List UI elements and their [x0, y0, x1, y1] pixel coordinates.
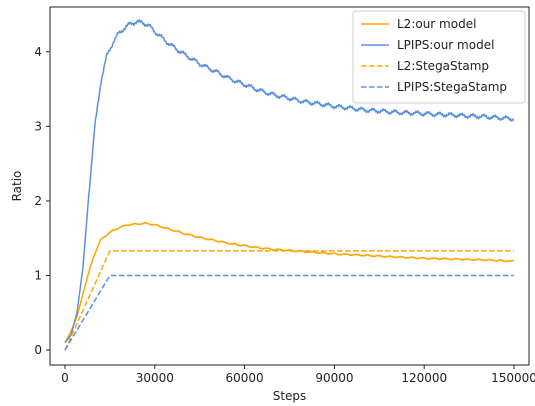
- legend-label: LPIPS:StegaStamp: [397, 80, 507, 94]
- y-tick-label: 0: [34, 343, 42, 357]
- x-tick-label: 90000: [315, 371, 353, 385]
- series-line: [64, 250, 515, 351]
- y-tick-label: 3: [34, 119, 42, 133]
- y-tick-label: 4: [34, 45, 42, 59]
- series-layer: [64, 19, 515, 351]
- y-tick-label: 2: [34, 194, 42, 208]
- x-tick-label: 30000: [136, 371, 174, 385]
- plot-frame: [49, 6, 530, 366]
- legend-box: [352, 10, 526, 104]
- legend-label: LPIPS:our model: [397, 38, 494, 52]
- legend-label: L2:StegaStamp: [397, 59, 489, 73]
- series-line: [64, 274, 515, 351]
- x-tick-label: 0: [61, 371, 69, 385]
- x-tick-label: 60000: [226, 371, 264, 385]
- x-axis-label: Steps: [273, 389, 307, 403]
- y-axis: 0 1 2 3 4: [34, 45, 50, 357]
- series-line: [64, 19, 515, 344]
- x-axis: 0 30000 60000 90000 120000 150000: [61, 365, 535, 385]
- x-tick-label: 150000: [491, 371, 535, 385]
- legend-label: L2:our model: [397, 17, 476, 31]
- x-tick-label: 120000: [401, 371, 447, 385]
- y-axis-label: Ratio: [10, 171, 24, 202]
- legend: L2:our model LPIPS:our model L2:StegaStamp…: [352, 10, 526, 104]
- series-line: [64, 221, 515, 343]
- y-tick-label: 1: [34, 269, 42, 283]
